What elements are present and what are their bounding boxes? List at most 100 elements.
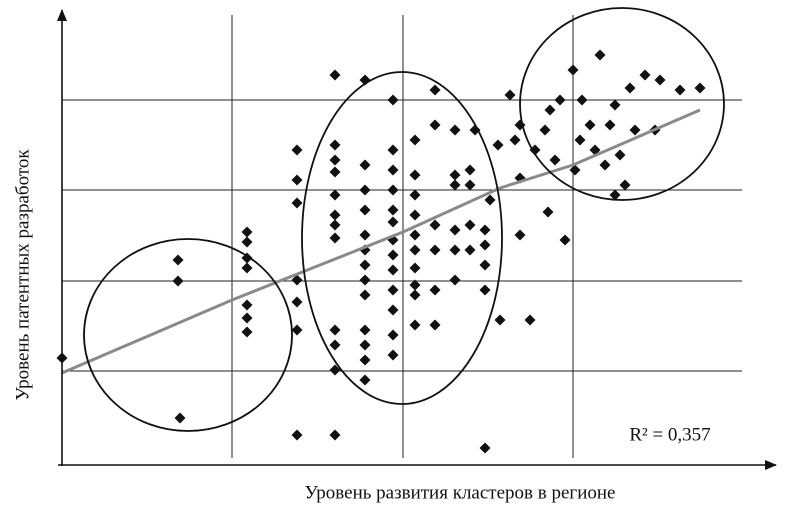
point bbox=[387, 164, 399, 176]
point bbox=[544, 104, 556, 116]
point bbox=[429, 244, 441, 256]
point bbox=[329, 69, 341, 81]
y-axis-label: Уровень патентных разработок bbox=[12, 149, 33, 401]
point bbox=[174, 412, 186, 424]
point bbox=[576, 94, 588, 106]
point bbox=[291, 429, 303, 441]
point bbox=[329, 232, 341, 244]
point bbox=[387, 204, 399, 216]
point bbox=[359, 339, 371, 351]
point bbox=[172, 275, 184, 287]
point bbox=[329, 166, 341, 178]
point bbox=[409, 319, 421, 331]
point bbox=[291, 144, 303, 156]
point bbox=[359, 374, 371, 386]
point bbox=[479, 284, 491, 296]
point bbox=[387, 329, 399, 341]
point bbox=[559, 234, 571, 246]
point bbox=[291, 197, 303, 209]
point bbox=[494, 314, 506, 326]
point bbox=[409, 279, 421, 291]
point bbox=[449, 274, 461, 286]
point bbox=[479, 239, 491, 251]
point bbox=[329, 189, 341, 201]
point bbox=[359, 159, 371, 171]
point bbox=[594, 49, 606, 61]
point bbox=[241, 299, 253, 311]
point bbox=[329, 429, 341, 441]
cluster-ellipse bbox=[83, 238, 293, 432]
point bbox=[359, 354, 371, 366]
annotation-box bbox=[618, 420, 722, 450]
point bbox=[359, 259, 371, 271]
point bbox=[387, 144, 399, 156]
r-squared: R² = 0,357 bbox=[629, 424, 710, 445]
point bbox=[329, 209, 341, 221]
point bbox=[329, 154, 341, 166]
point bbox=[549, 154, 561, 166]
point bbox=[569, 164, 581, 176]
cluster-ellipse bbox=[301, 71, 503, 405]
point bbox=[387, 249, 399, 261]
point bbox=[387, 184, 399, 196]
point bbox=[504, 89, 516, 101]
point bbox=[567, 64, 579, 76]
point bbox=[449, 224, 461, 236]
point bbox=[542, 206, 554, 218]
point bbox=[409, 169, 421, 181]
point bbox=[409, 229, 421, 241]
point bbox=[469, 124, 481, 136]
point bbox=[584, 119, 596, 131]
point bbox=[359, 274, 371, 286]
point bbox=[429, 319, 441, 331]
point bbox=[464, 164, 476, 176]
point bbox=[449, 179, 461, 191]
point bbox=[291, 274, 303, 286]
trend-line bbox=[61, 108, 701, 375]
point bbox=[479, 224, 491, 236]
point bbox=[409, 262, 421, 274]
point bbox=[604, 119, 616, 131]
point bbox=[449, 244, 461, 256]
point bbox=[429, 119, 441, 131]
point bbox=[359, 289, 371, 301]
point bbox=[291, 324, 303, 336]
point bbox=[529, 144, 541, 156]
point bbox=[429, 219, 441, 231]
point bbox=[387, 349, 399, 361]
point bbox=[509, 134, 521, 146]
point bbox=[329, 139, 341, 151]
grid bbox=[62, 15, 742, 458]
point bbox=[409, 134, 421, 146]
point bbox=[524, 314, 536, 326]
point bbox=[464, 219, 476, 231]
point bbox=[409, 289, 421, 301]
point bbox=[329, 339, 341, 351]
point bbox=[654, 74, 666, 86]
point bbox=[329, 324, 341, 336]
point bbox=[241, 226, 253, 238]
point bbox=[387, 94, 399, 106]
point bbox=[609, 189, 621, 201]
point bbox=[479, 442, 491, 454]
point bbox=[574, 134, 586, 146]
point bbox=[409, 244, 421, 256]
point bbox=[599, 159, 611, 171]
point bbox=[359, 184, 371, 196]
point bbox=[241, 262, 253, 274]
point bbox=[387, 284, 399, 296]
point bbox=[387, 216, 399, 228]
cluster-ellipse bbox=[519, 7, 725, 201]
point bbox=[639, 69, 651, 81]
point bbox=[514, 229, 526, 241]
point bbox=[241, 236, 253, 248]
points bbox=[56, 49, 706, 454]
point bbox=[409, 209, 421, 221]
point bbox=[629, 124, 641, 136]
point bbox=[449, 169, 461, 181]
point bbox=[172, 254, 184, 266]
point bbox=[484, 194, 496, 206]
point bbox=[539, 124, 551, 136]
point bbox=[464, 179, 476, 191]
